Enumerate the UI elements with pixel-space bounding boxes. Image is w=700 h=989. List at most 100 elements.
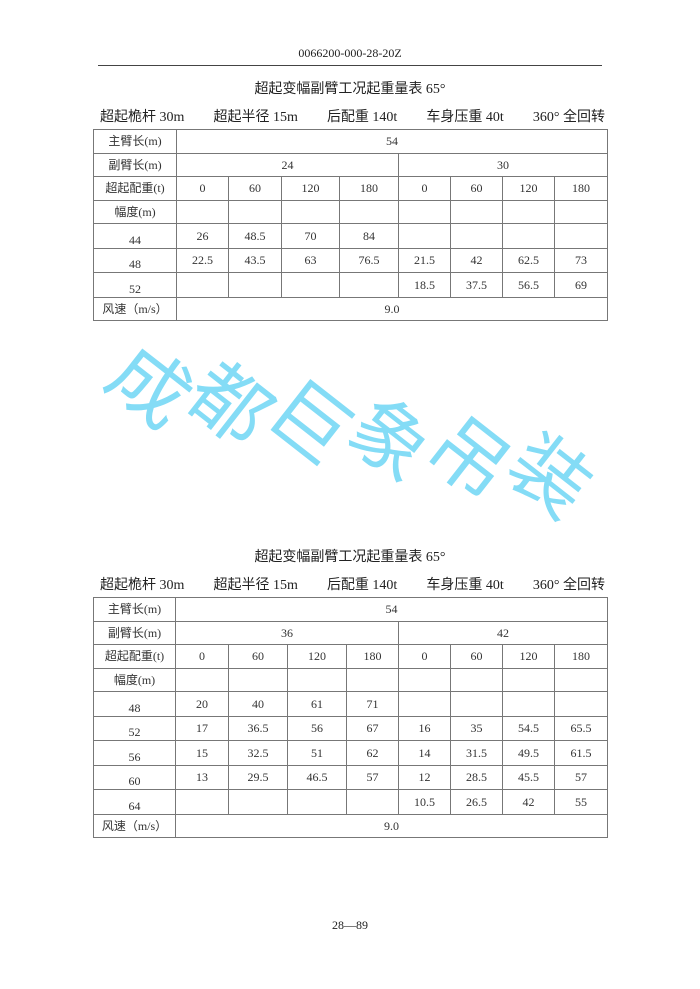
header-rule [98,65,602,66]
capacity-cell: 31.5 [450,740,503,766]
capacity-cell: 35 [450,715,503,741]
empty-cell [450,199,503,224]
radius-value: 48 [93,247,177,273]
capacity-cell: 84 [339,223,399,249]
empty-cell [281,199,340,224]
counterweight-value: 0 [176,176,229,201]
empty-cell [450,667,503,692]
capacity-cell [346,789,399,815]
page-number: 28—89 [332,918,368,932]
capacity-cell: 14 [398,740,451,766]
capacity-cell: 43.5 [228,247,282,273]
empty-cell [175,667,229,692]
capacity-cell: 29.5 [228,764,288,790]
capacity-cell: 26.5 [450,789,503,815]
empty-cell [398,667,451,692]
jib-value: 36 [175,620,399,645]
table-row: 48 20 40 61 71 [93,691,608,717]
empty-cell [346,667,399,692]
main-boom-label: 主臂长(m) [93,129,177,154]
table-row: 48 22.5 43.5 63 76.5 21.5 42 62.5 73 [93,247,608,273]
radius-label: 幅度(m) [93,199,177,224]
main-boom-row: 主臂长(m) 54 [93,129,608,154]
capacity-cell [502,691,555,717]
capacity-cell: 45.5 [502,764,555,790]
jib-row: 副臂长(m) 24 30 [93,152,608,177]
capacity-cell: 57 [346,764,399,790]
table-row: 56 15 32.5 51 62 14 31.5 49.5 61.5 [93,740,608,766]
empty-cell [398,199,451,224]
capacity-cell: 65.5 [554,715,608,741]
document-number: 0066200-000-28-20Z [298,46,402,60]
radius-header-row: 幅度(m) [93,199,608,224]
capacity-cell [450,223,503,249]
radius-value: 52 [93,272,177,298]
capacity-cell: 12 [398,764,451,790]
watermark-char: 成 [90,327,208,447]
load-chart-table-1: 主臂长(m) 54 副臂长(m) 24 30 超起配重(t) 0 60 120 180 0 60 120… [93,129,608,321]
radius-header-row: 幅度(m) [93,667,608,692]
capacity-cell [398,691,451,717]
counterweight-label: 超起配重(t) [93,176,177,201]
param-mast: 超起桅杆 30m [100,578,185,593]
table-2-title: 超起变幅副臂工况起重量表 65° [254,550,446,565]
watermark-char: 装 [490,417,608,537]
capacity-cell: 56.5 [502,272,555,298]
capacity-cell [450,691,503,717]
capacity-cell: 26 [176,223,229,249]
capacity-cell: 67 [346,715,399,741]
capacity-cell: 63 [281,247,340,273]
counterweight-value: 120 [287,644,347,669]
capacity-cell: 15 [175,740,229,766]
radius-value: 44 [93,223,177,249]
table-row: 60 13 29.5 46.5 57 12 28.5 45.5 57 [93,764,608,790]
counterweight-row: 超起配重(t) 0 60 120 180 0 60 120 180 [93,176,608,201]
load-chart-table-2: 主臂长(m) 54 副臂长(m) 36 42 超起配重(t) 0 60 120 180 0 60 120… [93,597,608,838]
watermark-char: 巨 [250,363,368,483]
jib-row: 副臂长(m) 36 42 [93,620,608,645]
capacity-cell: 42 [450,247,503,273]
capacity-cell: 16 [398,715,451,741]
param-slewing: 360° 全回转 [532,110,605,125]
capacity-cell: 61 [287,691,347,717]
param-carbody-weight: 车身压重 40t [426,578,504,593]
main-boom-value: 54 [175,597,608,622]
capacity-cell: 46.5 [287,764,347,790]
wind-row: 风速（m/s） 9.0 [93,296,608,321]
capacity-cell [175,789,229,815]
capacity-cell: 62.5 [502,247,555,273]
jib-label: 副臂长(m) [93,152,177,177]
counterweight-value: 120 [502,644,555,669]
table-1-params: 超起桅杆 30m 超起半径 15m 后配重 140t 车身压重 40t 360°… [100,106,605,126]
jib-label: 副臂长(m) [93,620,176,645]
capacity-cell: 70 [281,223,340,249]
capacity-cell: 22.5 [176,247,229,273]
counterweight-value: 180 [554,644,608,669]
empty-cell [502,667,555,692]
jib-value: 24 [176,152,399,177]
empty-cell [554,667,608,692]
counterweight-value: 60 [450,644,503,669]
counterweight-value: 180 [346,644,399,669]
empty-cell [554,199,608,224]
capacity-cell: 36.5 [228,715,288,741]
capacity-cell: 20 [175,691,229,717]
radius-value: 60 [93,764,176,790]
counterweight-value: 180 [339,176,399,201]
counterweight-value: 0 [398,176,451,201]
table-1-title: 超起变幅副臂工况起重量表 65° [254,82,446,97]
radius-label: 幅度(m) [93,667,176,692]
capacity-cell: 13 [175,764,229,790]
empty-cell [339,199,399,224]
param-counterweight: 后配重 140t [326,578,398,593]
main-boom-label: 主臂长(m) [93,597,176,622]
table-row: 44 26 48.5 70 84 [93,223,608,249]
param-radius: 超起半径 15m [213,578,298,593]
param-mast: 超起桅杆 30m [100,110,185,125]
table-2-params: 超起桅杆 30m 超起半径 15m 后配重 140t 车身压重 40t 360°… [100,574,605,594]
param-carbody-weight: 车身压重 40t [426,110,504,125]
capacity-cell: 40 [228,691,288,717]
wind-speed-label: 风速（m/s） [93,813,176,838]
counterweight-row: 超起配重(t) 0 60 120 180 0 60 120 180 [93,644,608,669]
empty-cell [287,667,347,692]
